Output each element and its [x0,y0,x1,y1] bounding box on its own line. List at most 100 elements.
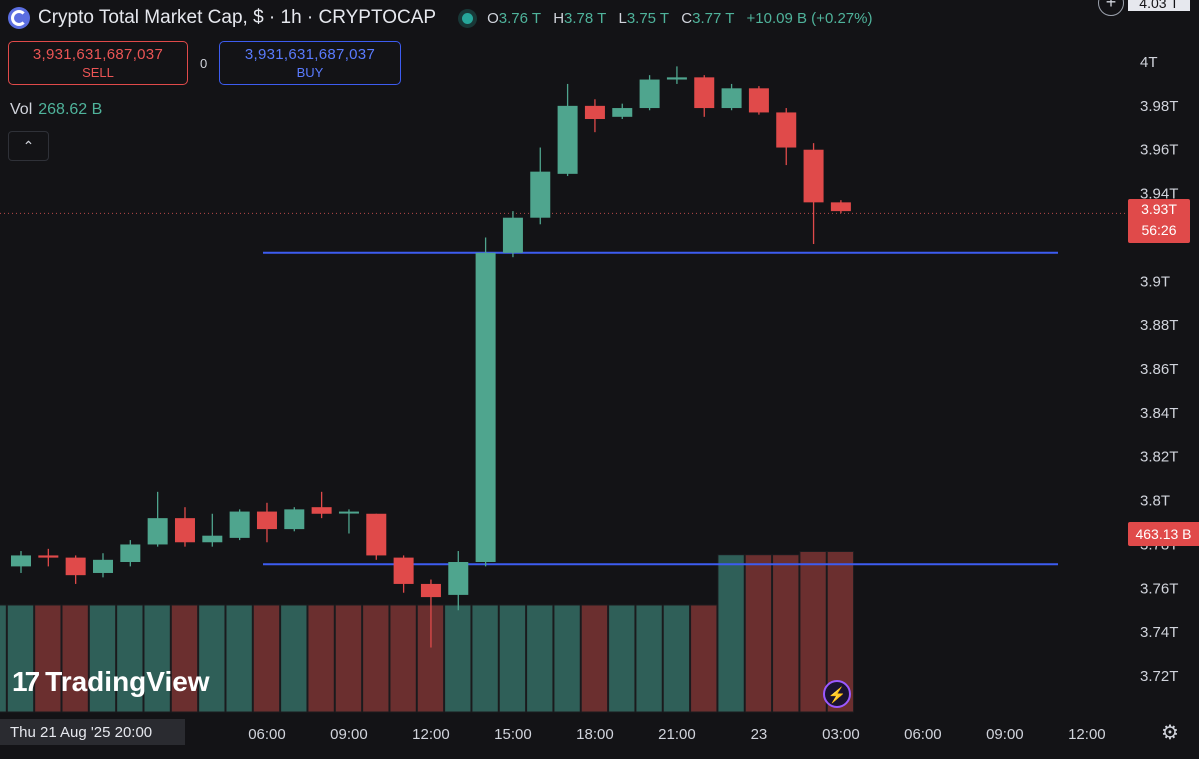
volume-bar [580,604,609,713]
tradingview-logo-icon: 17 [12,666,40,697]
candle-body [338,511,359,514]
candle [311,491,332,519]
candle-body [11,555,31,567]
candle [721,83,742,111]
current-volume-label: 463.13 B [1128,522,1199,546]
candle [748,86,769,115]
candle [639,75,660,111]
time-tick-label: 06:00 [904,726,942,743]
candle [475,237,496,567]
volume-bar [170,604,199,713]
buy-button[interactable]: 3,931,631,687,037 BUY [219,41,401,85]
chevron-up-icon: ⌃ [22,137,35,154]
candle [393,555,414,593]
candle [229,509,250,541]
tradingview-logo[interactable]: 17 TradingView [12,666,210,698]
candle [830,200,851,214]
candle [120,540,141,567]
time-tick-label: 15:00 [494,726,532,743]
candle-body [666,77,687,80]
candle [147,491,168,547]
candle-body [120,544,141,563]
buy-label: BUY [296,65,324,80]
candle-body [776,112,797,148]
buy-price: 3,931,631,687,037 [244,46,376,63]
candles [11,66,851,648]
price-tick-label: 3.98T [1140,98,1178,115]
candle [502,211,523,258]
price-tick-label: 3.76T [1140,580,1178,597]
time-tick-label: 12:00 [1068,726,1106,743]
volume-bar [307,604,335,713]
tradingview-wordmark: TradingView [45,666,210,697]
volume-bar [744,554,773,713]
candle [803,143,824,245]
ohlc-readout: O3.76 T H3.78 T L3.75 T C3.77 T +10.09 B… [487,10,872,27]
volume-bar [116,604,144,713]
candle-body [694,77,715,109]
volume-bar [635,604,663,713]
candle [584,99,605,133]
candle-body [448,562,469,595]
candle-body [65,557,86,576]
price-tick-label: 3.88T [1140,317,1178,334]
low-label: L [618,9,627,27]
time-tick-label: 03:00 [822,726,860,743]
volume-bar [88,604,117,713]
candle-body [803,149,824,203]
volume-bar [252,604,281,713]
close-label: C [681,9,693,27]
volume-bar [34,604,62,713]
candle [366,513,387,560]
candle [338,509,359,534]
candle-body [311,507,332,514]
candle [694,75,715,117]
candle [557,83,578,177]
volume-bar [772,554,800,713]
status-dot-icon [462,12,474,24]
candle-body [475,252,496,563]
sell-label: SELL [82,65,114,80]
volume-bar [6,604,35,713]
candle-body [830,202,851,212]
time-tick-label: 23 [751,726,768,743]
volume-bar [444,604,472,713]
candle [256,502,277,543]
high-value: 3.78 T [564,9,607,27]
volume-label: Vol [10,101,33,118]
collapse-legend-button[interactable]: ⌃ [8,131,49,161]
candle [666,66,687,84]
volume-bar [553,604,581,713]
candle [174,507,195,547]
volume-bar [362,604,390,713]
time-tick-label: 06:00 [248,726,286,743]
candle-body [147,518,168,545]
lightning-icon[interactable]: ⚡ [823,680,851,708]
candle-body [229,511,250,538]
volume-bar [389,604,417,713]
volume-bar [526,604,554,713]
candle [530,147,551,225]
spread-value: 0 [200,56,208,71]
volume-bar [471,604,499,713]
candle-body [584,105,605,120]
candle-body [420,583,441,598]
volume-bar [198,604,226,713]
candle-body [639,79,660,109]
price-tick-label: 3.94T [1140,186,1178,203]
sell-button[interactable]: 3,931,631,687,037 SELL [8,41,188,85]
low-value: 3.75 T [626,9,670,27]
current-price-value: 3.93T [1141,201,1177,217]
candle-body [38,555,59,558]
settings-gear-icon[interactable]: ⚙ [1161,722,1179,744]
price-axis-top-label: 4.03 T [1128,0,1190,11]
candle [284,507,305,532]
price-tick-label: 3.9T [1140,273,1170,290]
candle-body [748,88,769,113]
symbol-title[interactable]: Crypto Total Market Cap, $ · 1h · CRYPTO… [38,7,437,28]
candle [92,553,113,578]
candle-body [202,535,223,543]
price-tick-label: 3.82T [1140,449,1178,466]
volume-bar [799,551,827,713]
